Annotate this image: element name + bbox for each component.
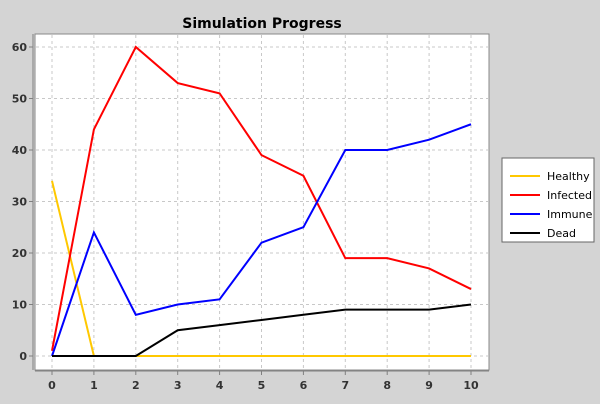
chart-title: Simulation Progress <box>182 16 342 32</box>
x-tick-label-6: 6 <box>300 379 308 392</box>
y-tick-label-0: 0 <box>19 350 27 363</box>
y-tick-label-1: 10 <box>12 299 28 312</box>
y-tick-label-2: 20 <box>12 247 28 260</box>
x-tick-label-10: 10 <box>463 379 479 392</box>
legend-label-healthy: Healthy <box>547 170 590 183</box>
x-tick-label-2: 2 <box>132 379 140 392</box>
x-tick-label-4: 4 <box>216 379 224 392</box>
series-lines <box>51 45 472 357</box>
series-line-immune <box>51 123 472 357</box>
axes: 0 1 2 3 4 5 6 7 8 9 10 0 10 20 30 40 50 60 <box>12 34 489 392</box>
legend-label-dead: Dead <box>547 227 576 240</box>
legend-box <box>501 157 595 243</box>
x-tick-label-7: 7 <box>341 379 349 392</box>
legend-label-immune: Immune <box>547 208 593 221</box>
series-line-infected <box>51 45 472 352</box>
x-tick-label-1: 1 <box>90 379 98 392</box>
y-tick-label-6: 60 <box>12 41 28 54</box>
x-tick-label-0: 0 <box>48 379 56 392</box>
y-tick-label-3: 30 <box>12 196 28 209</box>
legend: Healthy Infected Immune Dead <box>501 157 595 243</box>
series-line-dead <box>52 303 472 357</box>
x-tick-label-3: 3 <box>174 379 182 392</box>
legend-items: Healthy Infected Immune Dead <box>510 170 593 240</box>
legend-label-infected: Infected <box>547 189 592 202</box>
x-tick-label-9: 9 <box>425 379 433 392</box>
y-tick-label-5: 50 <box>12 93 28 106</box>
x-tick-label-5: 5 <box>258 379 266 392</box>
x-tick-label-8: 8 <box>383 379 391 392</box>
y-tick-label-4: 40 <box>12 144 28 157</box>
